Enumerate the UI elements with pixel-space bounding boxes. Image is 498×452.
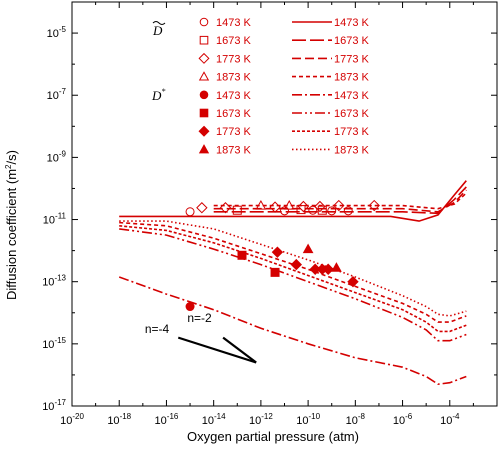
plot-frame (71, 1, 498, 407)
marker-square-open (199, 35, 209, 45)
slope-label: n=-2 (187, 311, 212, 325)
line-solid (119, 180, 467, 222)
axis-ticks (71, 1, 498, 407)
marker-diamond-filled (271, 246, 284, 258)
line-dashdot (118, 276, 467, 386)
legend-line-label: 1473 K (334, 90, 370, 102)
x-tick-label: 10-10 (296, 412, 320, 427)
legend-line-label: 1673 K (334, 35, 370, 47)
marker-circle-open (185, 207, 195, 217)
marker-diamond-open (368, 199, 380, 212)
tilde-mark (152, 21, 166, 25)
marker-diamond-open (269, 201, 281, 213)
marker-diamond-filled (322, 263, 334, 275)
legend-marker-label: 1773 K (216, 126, 252, 138)
legend-line-label: 1773 K (334, 126, 370, 138)
legend-marker-label: 1673 K (216, 35, 252, 47)
y-tick-label: 10-7 (47, 87, 67, 102)
marker-diamond-open (196, 202, 208, 214)
line-dashdotdot (119, 228, 467, 342)
marker-circle-open (327, 206, 337, 216)
slope-label: n=-4 (145, 322, 170, 336)
legend: D D* 1473 K 1473 K 1673 K 1673 K 1773 K 1773 K 1… (151, 17, 370, 156)
y-axis-title-end: /s) (4, 150, 19, 164)
marker-square-open (317, 205, 327, 215)
marker-diamond-open (219, 202, 232, 214)
x-tick-label: 10-12 (249, 412, 273, 427)
marker-diamond-filled (198, 125, 210, 137)
model-lines (118, 180, 467, 386)
x-tick-label: 10-20 (60, 412, 84, 427)
y-axis-title-main: Diffusion coefficient (m (4, 169, 19, 300)
x-tick-label: 10-16 (155, 412, 179, 427)
legend-marker-label: 1773 K (216, 53, 252, 65)
y-tick-label: 10-11 (43, 212, 67, 227)
marker-diamond-open (297, 200, 310, 213)
legend-line-label: 1873 K (334, 72, 370, 84)
legend-line-label: 1473 K (334, 17, 370, 29)
marker-diamond-open (333, 199, 345, 212)
x-tick-label: 10-6 (393, 412, 413, 427)
line-longdash (213, 186, 467, 215)
x-axis-title: Oxygen partial pressure (atm) (187, 429, 359, 444)
marker-square-filled (237, 250, 247, 260)
slope-line (177, 336, 257, 364)
line-dense-dash (119, 225, 467, 333)
line-shortdash (213, 192, 467, 210)
line-dot (119, 220, 467, 317)
y-tick-label: 10-9 (47, 149, 67, 164)
marker-circle-filled (185, 302, 195, 312)
line-shortdash (119, 221, 467, 323)
x-tick-labels: 10-20 10-18 10-16 10-14 10-12 10-10 10-8 10-6 10… (60, 412, 460, 427)
y-tick-labels: 10-5 10-7 10-9 10-11 10-13 10-15 10-17 (42, 25, 66, 413)
y-axis-title-sup: 2 (4, 164, 13, 169)
legend-marker-label: 1873 K (216, 144, 252, 156)
y-tick-label: 10-17 (42, 398, 66, 413)
marker-diamond-open (198, 52, 210, 64)
x-tick-label: 10-4 (440, 412, 460, 427)
legend-line-label: 1773 K (334, 53, 370, 65)
marker-triangle-open (255, 200, 267, 210)
plot-border (71, 1, 498, 407)
marker-triangle-open (283, 200, 295, 210)
x-tick-label: 10-14 (202, 412, 226, 427)
data-points (185, 199, 380, 312)
y-tick-label: 10-5 (47, 25, 67, 40)
marker-triangle-filled (331, 262, 342, 272)
legend-marker-label: 1473 K (216, 90, 252, 102)
marker-square-open (232, 205, 242, 215)
marker-circle-open (280, 206, 289, 216)
x-tick-label: 10-8 (346, 412, 366, 427)
marker-diamond-filled (347, 275, 359, 288)
slope-line (222, 336, 257, 364)
legend-marker-label: 1673 K (216, 108, 252, 120)
marker-circle-open (308, 205, 318, 215)
legend-line-label: 1673 K (334, 108, 370, 120)
marker-square-filled (270, 267, 280, 277)
marker-diamond-open (314, 200, 326, 213)
marker-circle-open (199, 17, 209, 27)
legend-header-tracer: D* (151, 87, 165, 103)
marker-triangle-filled (302, 243, 314, 254)
marker-triangle-open (198, 71, 210, 81)
marker-triangle-filled (198, 144, 210, 154)
y-tick-label: 10-15 (42, 336, 66, 351)
legend-marker-label: 1873 K (216, 72, 252, 84)
y-axis-title: Diffusion coefficient (m2/s) (4, 150, 19, 300)
line-dash (213, 189, 467, 213)
marker-square-filled (199, 108, 209, 118)
marker-circle-open (343, 206, 353, 216)
marker-circle-filled (199, 90, 209, 100)
legend-line-label: 1873 K (334, 144, 370, 156)
y-tick-label: 10-13 (42, 274, 66, 289)
marker-diamond-filled (290, 258, 303, 271)
legend-marker-label: 1473 K (216, 17, 252, 29)
slope-annotations: n=-4 n=-2 (145, 311, 257, 364)
x-tick-label: 10-18 (107, 412, 131, 427)
legend-header-chemical: D (152, 23, 163, 38)
